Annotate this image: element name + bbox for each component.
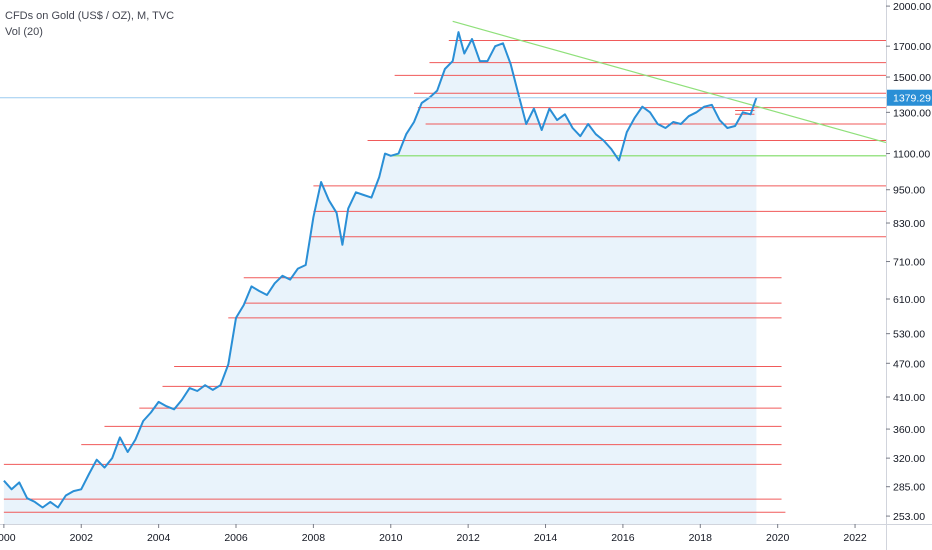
price-tick-label: 410.00 — [893, 392, 925, 404]
chart-legend: CFDs on Gold (US$ / OZ), M, TVC Vol (20) — [5, 8, 174, 40]
price-tick-label: 320.00 — [893, 453, 925, 465]
time-tick-label: 2000 — [0, 532, 16, 544]
last-price-tag — [887, 89, 932, 106]
price-tick-label: 470.00 — [893, 358, 925, 370]
price-tick-label: 2000.00 — [893, 1, 931, 13]
price-tick-label: 285.00 — [893, 482, 925, 494]
price-tick-label: 610.00 — [893, 294, 925, 306]
time-tick-label: 2014 — [534, 532, 558, 544]
time-tick-label: 2008 — [302, 532, 326, 544]
price-tick-label: 1300.00 — [893, 107, 931, 119]
time-tick-label: 2016 — [611, 532, 635, 544]
last-price-label: 1379.29 — [893, 93, 931, 105]
price-series-line — [3, 31, 758, 509]
chart-title: CFDs on Gold (US$ / OZ), M, TVC — [5, 10, 175, 22]
time-tick-label: 2012 — [456, 532, 480, 544]
trend-line[interactable] — [452, 20, 887, 144]
price-tick-label: 1700.00 — [893, 41, 931, 53]
time-tick-label: 2018 — [689, 532, 713, 544]
time-tick-label: 2010 — [379, 532, 403, 544]
price-tick-label: 253.00 — [893, 511, 925, 523]
price-tick-label: 830.00 — [893, 218, 925, 230]
price-tick-label: 710.00 — [893, 257, 925, 269]
time-tick-label: 2004 — [147, 532, 171, 544]
time-tick-label: 2002 — [70, 532, 94, 544]
time-tick-label: 2022 — [843, 532, 867, 544]
price-tick-label: 1100.00 — [893, 149, 930, 161]
price-tick-label: 360.00 — [893, 424, 925, 436]
price-tick-label: 530.00 — [893, 329, 925, 341]
time-tick-label: 2006 — [224, 532, 248, 544]
price-tick-label: 1500.00 — [893, 72, 931, 84]
price-tick-label: 950.00 — [893, 185, 925, 197]
time-tick-label: 2020 — [766, 532, 790, 544]
volume-indicator-label[interactable]: Vol (20) — [5, 26, 43, 38]
